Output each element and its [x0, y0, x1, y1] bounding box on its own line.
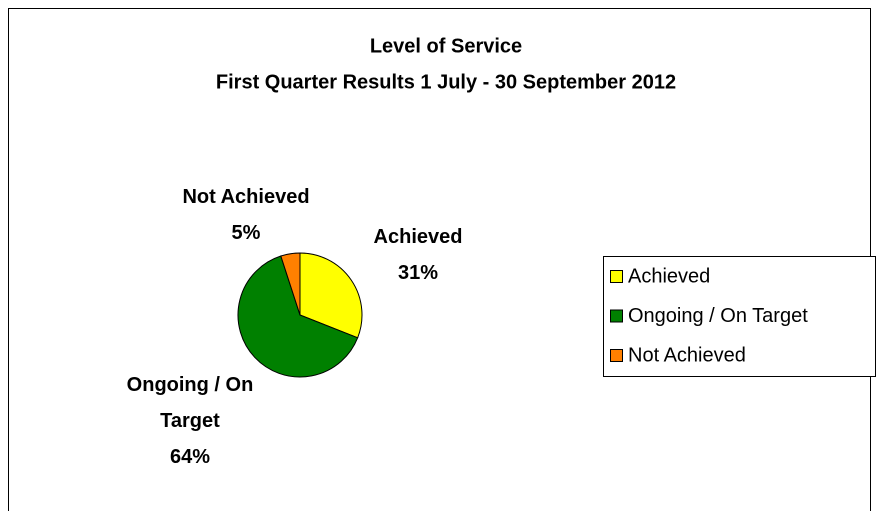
data-label-value: 5%: [231, 222, 261, 244]
data-label: Not Achieved 5%: [181, 179, 311, 251]
legend-swatch: [610, 349, 623, 362]
legend-label: Not Achieved: [628, 344, 746, 366]
legend-swatch: [610, 270, 623, 283]
chart-subtitle: First Quarter Results 1 July - 30 Septem…: [216, 71, 676, 93]
legend-label: Ongoing / On Target: [628, 305, 808, 327]
data-label-category: Achieved: [373, 226, 463, 248]
chart-title: Level of Service: [370, 35, 522, 57]
legend-label: Achieved: [628, 265, 710, 287]
data-label-category: Not Achieved: [182, 186, 310, 208]
pie-slice: [299, 252, 363, 339]
data-label-category: Ongoing / On Target: [126, 374, 254, 432]
pie-slice: [237, 255, 359, 378]
legend-swatch: [610, 309, 623, 323]
data-label: Achieved 31%: [353, 219, 483, 291]
data-label-value: 64%: [169, 446, 211, 468]
data-label-value: 31%: [397, 262, 439, 284]
data-label: Ongoing / On Target 64%: [125, 367, 255, 475]
pie-slice: [280, 252, 301, 316]
legend-box: [603, 256, 876, 377]
